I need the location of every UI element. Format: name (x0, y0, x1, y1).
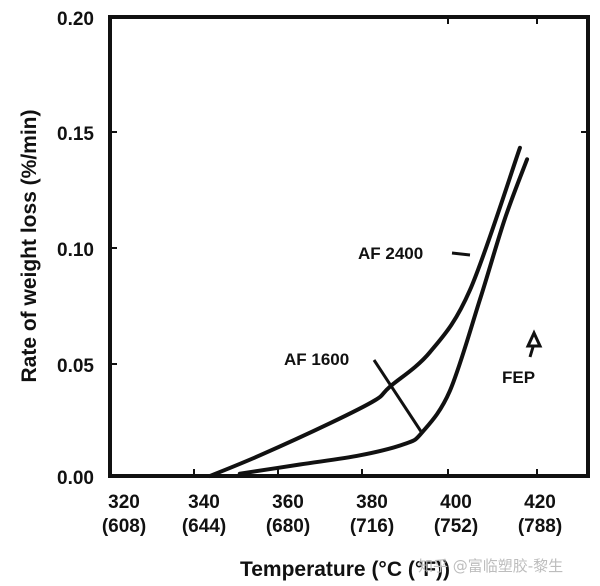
series-af1600-line (237, 157, 530, 476)
x-tick-label: 360 (272, 492, 304, 513)
x-tick-label: (644) (182, 516, 226, 537)
y-axis-title: Rate of weight loss (%/min) (18, 109, 41, 382)
x-tick-label: (752) (434, 516, 478, 537)
y-tick-labels: 0.00 0.05 0.10 0.15 0.20 (57, 9, 94, 489)
x-tick-label: 380 (356, 492, 388, 513)
x-axis-title: Temperature (°C (°F)) (240, 558, 450, 581)
y-tick-marks (110, 17, 588, 476)
x-tick-label: 420 (524, 492, 556, 513)
label-fep: FEP (502, 368, 535, 387)
leader-af2400 (451, 251, 471, 257)
y-tick-label: 0.20 (57, 9, 94, 30)
y-tick-label: 0.05 (57, 356, 94, 377)
x-tick-labels: 320 (608) 340 (644) 360 (680) 380 (716) 400 (752)… (102, 492, 562, 537)
y-tick-label: 0.10 (57, 240, 94, 261)
y-tick-label: 0.00 (57, 468, 94, 489)
x-tick-label: (608) (102, 516, 146, 537)
x-tick-label: (716) (350, 516, 394, 537)
x-tick-label: 340 (188, 492, 220, 513)
x-tick-label: (680) (266, 516, 310, 537)
x-tick-label: 400 (440, 492, 472, 513)
fep-arrow-icon (525, 329, 543, 358)
series-af2400-line (207, 145, 522, 478)
y-tick-label: 0.15 (57, 124, 94, 145)
x-tick-label: (788) (518, 516, 562, 537)
watermark: 知乎 @富临塑胶-黎生 (418, 557, 563, 575)
x-tick-label: 320 (108, 492, 140, 513)
leader-af1600 (372, 359, 424, 434)
label-af2400: AF 2400 (358, 244, 423, 263)
plot-frame (108, 15, 590, 478)
label-af1600: AF 1600 (284, 350, 349, 369)
